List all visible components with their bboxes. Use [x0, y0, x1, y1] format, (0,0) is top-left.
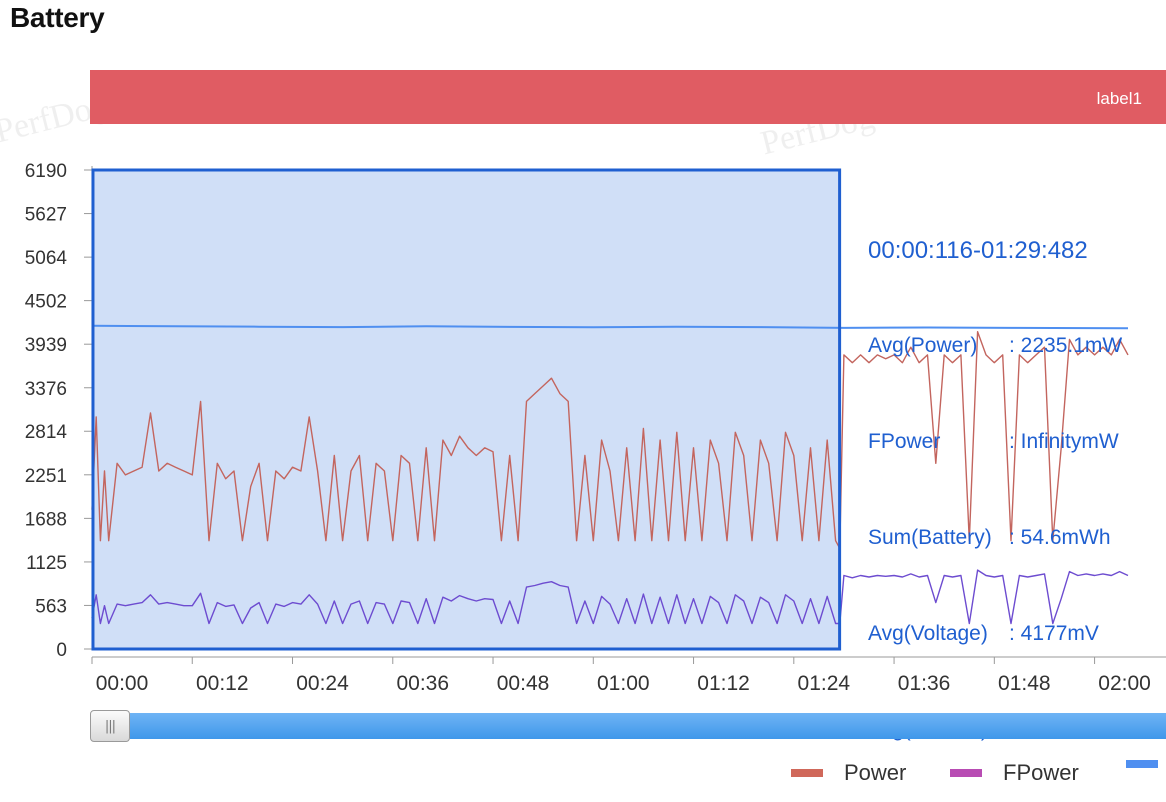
tooltip-row-value: : 4177mV [1009, 622, 1099, 645]
tooltip-row-name: Sum(Battery) [868, 526, 992, 549]
tooltip-range: 00:00:116-01:29:482 [868, 237, 1088, 264]
x-tick-label: 01:36 [898, 672, 951, 695]
legend-item-power[interactable]: Power [791, 760, 906, 786]
tooltip-row-value: : 2235.1mW [1009, 334, 1123, 357]
y-tick-label: 2251 [25, 466, 67, 487]
y-tick-label: 5627 [25, 205, 67, 226]
time-scrollbar[interactable]: ||| [90, 710, 1166, 742]
tooltip-row: FPower : InfinitymW [868, 426, 1122, 458]
label-band-text: label1 [1096, 89, 1142, 108]
x-tick-label: 00:24 [296, 672, 349, 695]
x-tick-label: 01:00 [597, 672, 650, 695]
x-tick-label: 00:36 [396, 672, 449, 695]
tooltip-row-name: FPower [868, 430, 941, 453]
power-line [91, 331, 1129, 550]
y-tick-label: 3939 [25, 335, 67, 356]
x-tick-label: 01:48 [998, 672, 1051, 695]
legend-item-fpower[interactable]: FPower [950, 760, 1079, 786]
x-tick-label: 00:12 [196, 672, 249, 695]
tooltip-row: Sum(Battery) : 54.6mWh [868, 522, 1122, 554]
scrollbar-handle[interactable]: ||| [90, 710, 130, 742]
selection-border [91, 168, 842, 651]
legend-label: FPower [1003, 760, 1079, 785]
legend-label: Power [844, 760, 907, 785]
x-tick-label: 00:48 [497, 672, 550, 695]
tooltip-row-value: : InfinitymW [1009, 430, 1119, 453]
y-tick-label: 563 [35, 596, 67, 617]
voltage-line [91, 324, 1129, 330]
x-tick-label: 00:00 [96, 672, 149, 695]
legend-swatch [950, 769, 982, 777]
x-tick-label: 01:24 [798, 672, 851, 695]
tooltip-row: Avg(Voltage) : 4177mV [868, 618, 1122, 650]
legend-swatch [1126, 760, 1158, 768]
selection-tooltip: 00:00:116-01:29:482 Avg(Power) : 2235.1mW… [868, 172, 1122, 778]
scrollbar-range[interactable] [130, 713, 1166, 739]
y-tick-label: 4502 [25, 292, 67, 313]
grip-icon: ||| [104, 718, 116, 734]
y-tick-label: 5064 [25, 248, 68, 269]
legend-item-voltage[interactable] [1126, 760, 1166, 768]
y-tick-label: 0 [56, 640, 67, 661]
y-tick-label: 1688 [25, 509, 67, 530]
tooltip-row-value: : 54.6mWh [1009, 526, 1111, 549]
x-tick-label: 01:12 [697, 672, 750, 695]
page-title: Battery [10, 2, 105, 33]
y-tick-label: 6190 [25, 161, 67, 182]
x-tick-label: 02:00 [1098, 672, 1151, 695]
label-band[interactable]: label1 [90, 70, 1166, 124]
fpower-line [91, 569, 1129, 625]
tooltip-row-name: Avg(Power) [868, 334, 978, 357]
legend: Power FPower [0, 760, 1166, 790]
legend-swatch [791, 769, 823, 777]
y-tick-label: 3376 [25, 379, 67, 400]
y-tick-label: 2814 [25, 422, 68, 443]
y-tick-label: 1125 [26, 553, 67, 574]
tooltip-row-name: Avg(Voltage) [868, 622, 988, 645]
battery-chart[interactable]: 0 563 1125 1688 2251 2814 3376 3939 4502 5064 5627… [0, 0, 1166, 710]
selection-fill [92, 170, 840, 649]
tooltip-row: Avg(Power) : 2235.1mW [868, 330, 1122, 362]
